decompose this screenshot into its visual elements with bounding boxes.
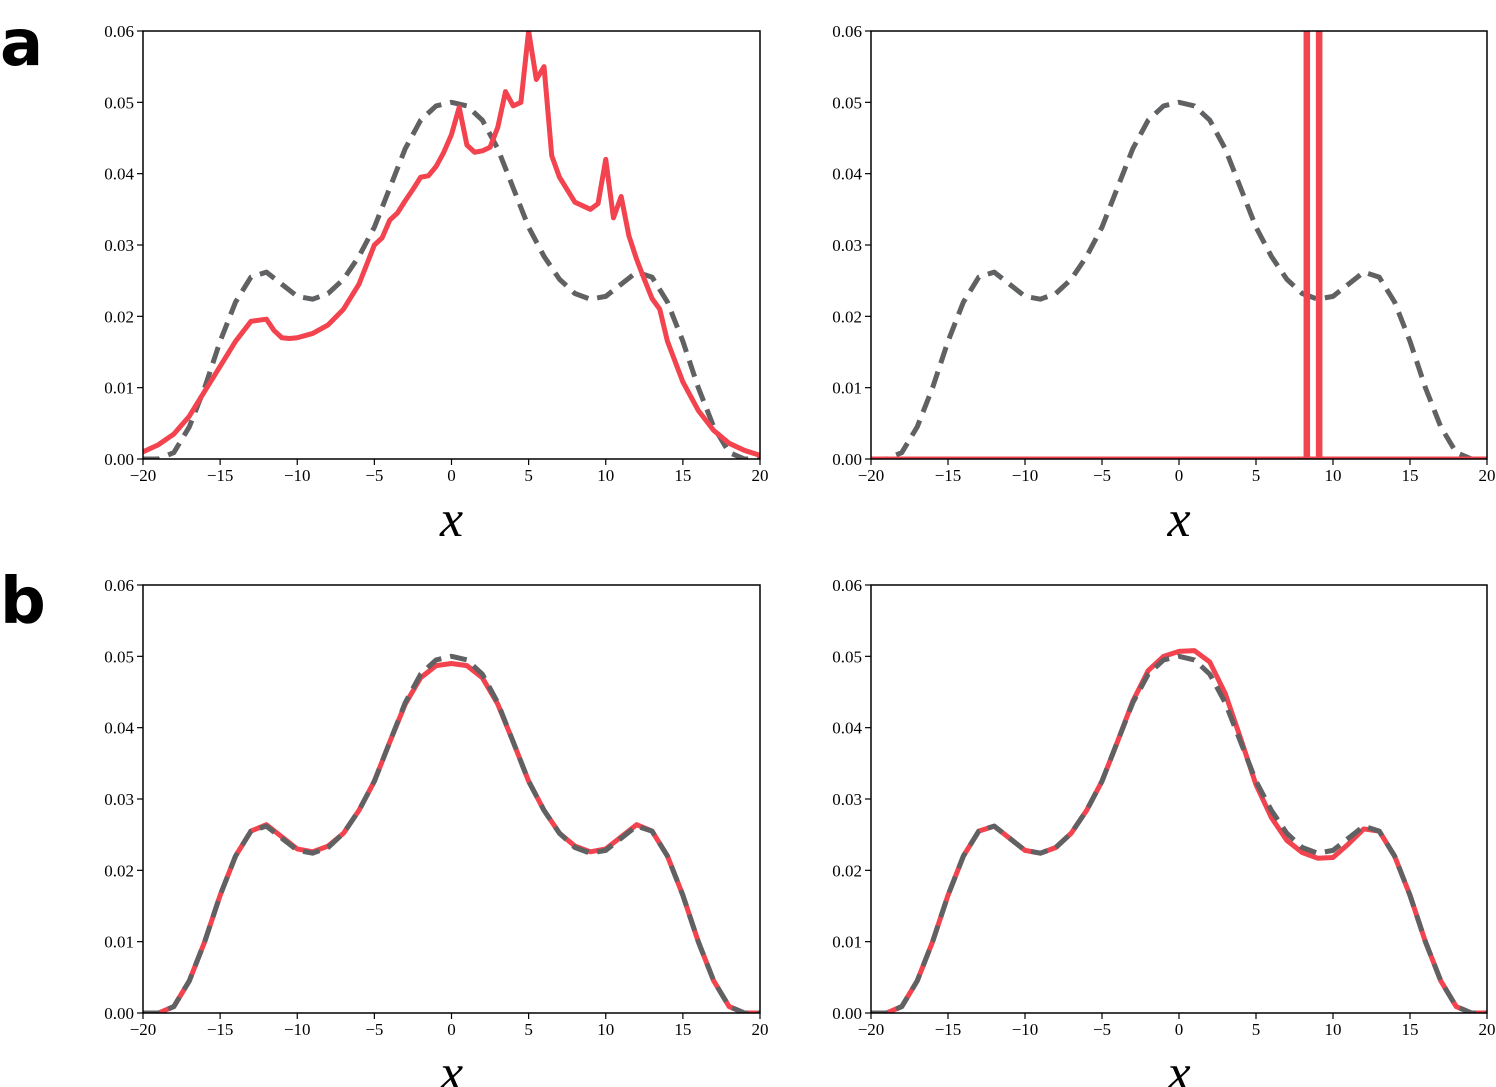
y-tick-label: 0.02	[104, 861, 134, 880]
y-tick-label: 0.03	[832, 790, 862, 809]
y-tick-label: 0.03	[832, 236, 862, 255]
y-tick-label: 0.02	[832, 307, 862, 326]
x-axis-label: x	[1166, 1045, 1190, 1087]
axes-frame	[870, 30, 1488, 460]
y-tick-label: 0.03	[104, 790, 134, 809]
model-solid-line	[871, 31, 1487, 459]
reference-dashed-line	[871, 99, 1487, 459]
x-tick-label: −5	[365, 1020, 383, 1039]
x-tick-label: 20	[1479, 1020, 1496, 1039]
x-axis-label: x	[439, 491, 463, 548]
y-tick-label: 0.06	[104, 576, 134, 595]
x-tick-label: 0	[447, 1020, 456, 1039]
y-tick-label: 0.00	[832, 1004, 862, 1023]
y-tick-label: 0.02	[104, 307, 134, 326]
x-tick-label: −10	[284, 1020, 311, 1039]
x-tick-label: −5	[1093, 1020, 1111, 1039]
x-tick-label: 10	[597, 1020, 614, 1039]
reference-dashed-line	[871, 653, 1487, 1013]
y-tick-label: 0.02	[832, 861, 862, 880]
x-tick-label: 15	[1402, 1020, 1419, 1039]
y-tick-label: 0.01	[104, 379, 134, 398]
x-tick-label: −20	[130, 466, 157, 485]
x-tick-label: −15	[207, 466, 234, 485]
model-solid-line	[143, 660, 760, 1013]
x-tick-label: −15	[935, 1020, 962, 1039]
y-tick-label: 0.05	[104, 647, 134, 666]
chart-b-left: −20 −15 −10 −5 0 5 10 15 20 0.00 0.01 0.02 0.03 0.04 0…	[104, 576, 768, 1087]
x-tick-label: −20	[130, 1020, 157, 1039]
plot-area	[143, 31, 760, 459]
y-tick-label: 0.04	[832, 165, 862, 184]
y-tick-label: 0.01	[832, 379, 862, 398]
x-tick-label: −15	[935, 466, 962, 485]
x-tick-label: −5	[1093, 466, 1111, 485]
plot-area	[871, 31, 1487, 459]
axes-frame	[142, 584, 761, 1014]
panel-label-a: a	[0, 7, 44, 81]
x-tick-label: 5	[524, 1020, 533, 1039]
x-tick-label: 15	[1402, 466, 1419, 485]
y-tick-label: 0.05	[832, 647, 862, 666]
x-tick-label: 0	[447, 466, 456, 485]
y-tick-label: 0.00	[104, 1004, 134, 1023]
y-tick-label: 0.03	[104, 236, 134, 255]
x-tick-label: −10	[1012, 466, 1039, 485]
y-tick-label: 0.05	[104, 93, 134, 112]
x-tick-label: −15	[207, 1020, 234, 1039]
x-tick-label: 10	[597, 466, 614, 485]
y-tick-label: 0.01	[104, 933, 134, 952]
x-tick-label: 15	[674, 1020, 691, 1039]
x-tick-label: 0	[1175, 1020, 1184, 1039]
x-tick-label: 5	[524, 466, 533, 485]
chart-a-right: −20 −15 −10 −5 0 5 10 15 20 0.00 0.01 0.02 0.03 0.04 0…	[832, 22, 1496, 548]
x-tick-label: 15	[674, 466, 691, 485]
reference-dashed-line	[143, 99, 760, 459]
plot-area	[143, 653, 760, 1013]
chart-a-left: −20 −15 −10 −5 0 5 10 15 20 0.00 0.01 0.02 0.03 0.04 0…	[104, 22, 768, 548]
x-tick-label: 20	[752, 1020, 769, 1039]
y-tick-label: 0.05	[832, 93, 862, 112]
y-tick-label: 0.06	[832, 22, 862, 41]
x-tick-label: 0	[1175, 466, 1184, 485]
x-axis-label: x	[1166, 491, 1190, 548]
x-tick-label: −20	[858, 1020, 885, 1039]
model-solid-line	[143, 31, 760, 458]
y-tick-label: 0.06	[832, 576, 862, 595]
x-tick-label: 10	[1325, 1020, 1342, 1039]
x-tick-label: 20	[1479, 466, 1496, 485]
chart-b-right: −20 −15 −10 −5 0 5 10 15 20 0.00 0.01 0.02 0.03 0.04 0…	[832, 576, 1495, 1087]
x-tick-label: −5	[365, 466, 383, 485]
plot-area	[871, 648, 1487, 1013]
axes-frame	[142, 30, 761, 460]
x-axis-label: x	[439, 1045, 463, 1087]
x-tick-label: −10	[284, 466, 311, 485]
y-tick-label: 0.04	[104, 165, 134, 184]
y-tick-label: 0.01	[832, 933, 862, 952]
x-tick-label: −20	[858, 466, 885, 485]
y-tick-label: 0.00	[104, 450, 134, 469]
x-tick-label: 5	[1252, 466, 1261, 485]
x-tick-label: 20	[752, 466, 769, 485]
x-tick-label: 10	[1325, 466, 1342, 485]
y-tick-label: 0.00	[832, 450, 862, 469]
y-tick-label: 0.04	[104, 719, 134, 738]
y-tick-label: 0.04	[832, 719, 862, 738]
y-tick-label: 0.06	[104, 22, 134, 41]
reference-dashed-line	[143, 653, 760, 1013]
model-solid-line	[871, 648, 1487, 1013]
panel-label-b: b	[0, 565, 46, 639]
x-tick-label: −10	[1012, 1020, 1039, 1039]
x-tick-label: 5	[1252, 1020, 1261, 1039]
